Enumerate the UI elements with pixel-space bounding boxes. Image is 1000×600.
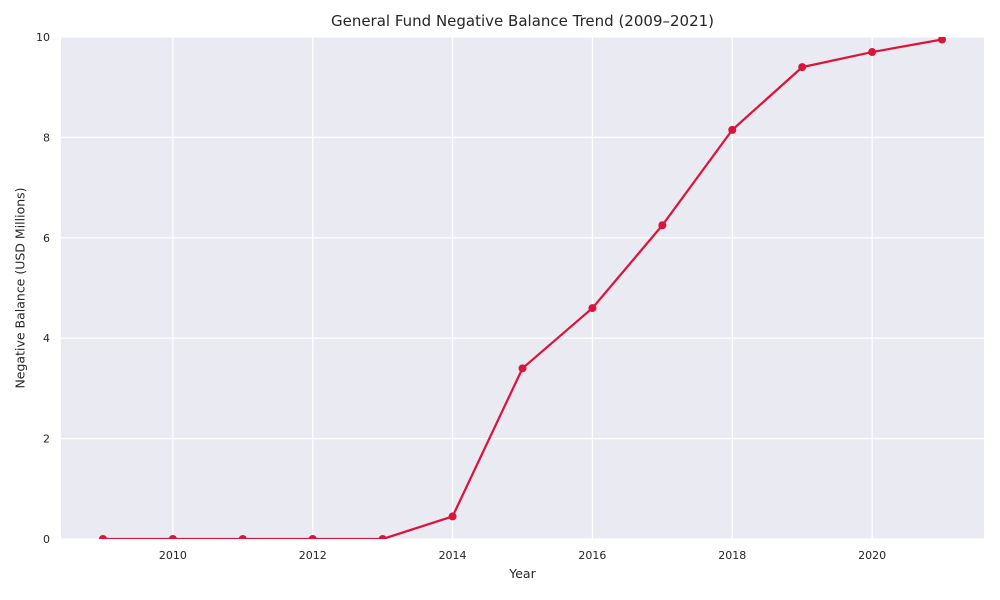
y-axis-label: Negative Balance (USD Millions) bbox=[12, 187, 28, 389]
x-tick-label: 2020 bbox=[858, 549, 886, 562]
y-tick-label: 8 bbox=[43, 131, 50, 144]
data-point-2009 bbox=[98, 535, 107, 539]
data-point-2012 bbox=[308, 535, 317, 539]
data-point-2020 bbox=[868, 48, 877, 57]
x-tick-label: 2010 bbox=[159, 549, 187, 562]
x-tick-label: 2018 bbox=[718, 549, 746, 562]
y-tick-label: 0 bbox=[43, 533, 50, 546]
y-tick-label: 10 bbox=[36, 31, 50, 44]
x-tick-label: 2014 bbox=[439, 549, 467, 562]
x-axis-label: Year bbox=[509, 566, 536, 581]
data-point-2017 bbox=[658, 221, 667, 230]
data-point-2019 bbox=[798, 63, 807, 72]
y-tick-label: 2 bbox=[43, 433, 50, 446]
x-tick-label: 2012 bbox=[299, 549, 327, 562]
data-point-2011 bbox=[238, 535, 247, 539]
y-tick-label: 6 bbox=[43, 232, 50, 245]
data-point-2010 bbox=[168, 535, 177, 539]
data-point-2016 bbox=[588, 304, 597, 313]
data-point-2015 bbox=[518, 364, 527, 373]
data-point-2013 bbox=[378, 535, 387, 539]
chart-title: General Fund Negative Balance Trend (200… bbox=[330, 12, 715, 30]
data-point-2014 bbox=[448, 512, 457, 521]
data-point-2021 bbox=[938, 37, 947, 44]
x-tick-label: 2016 bbox=[578, 549, 606, 562]
plot-background bbox=[61, 37, 984, 539]
y-tick-label: 4 bbox=[43, 332, 50, 345]
data-point-2018 bbox=[728, 125, 737, 134]
